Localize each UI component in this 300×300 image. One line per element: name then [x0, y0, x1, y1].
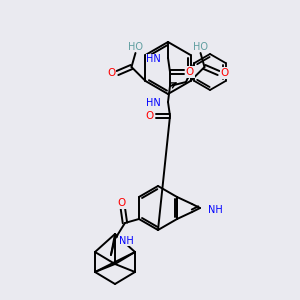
Text: HN: HN	[146, 54, 161, 64]
Text: NH: NH	[119, 236, 134, 246]
Text: O: O	[118, 198, 126, 208]
Text: O: O	[107, 68, 116, 78]
Text: NH: NH	[208, 205, 223, 215]
Text: HO: HO	[193, 42, 208, 52]
Text: O: O	[186, 67, 194, 77]
Text: HO: HO	[128, 42, 143, 52]
Text: O: O	[146, 111, 154, 121]
Text: HN: HN	[146, 98, 161, 108]
Text: O: O	[220, 68, 229, 78]
